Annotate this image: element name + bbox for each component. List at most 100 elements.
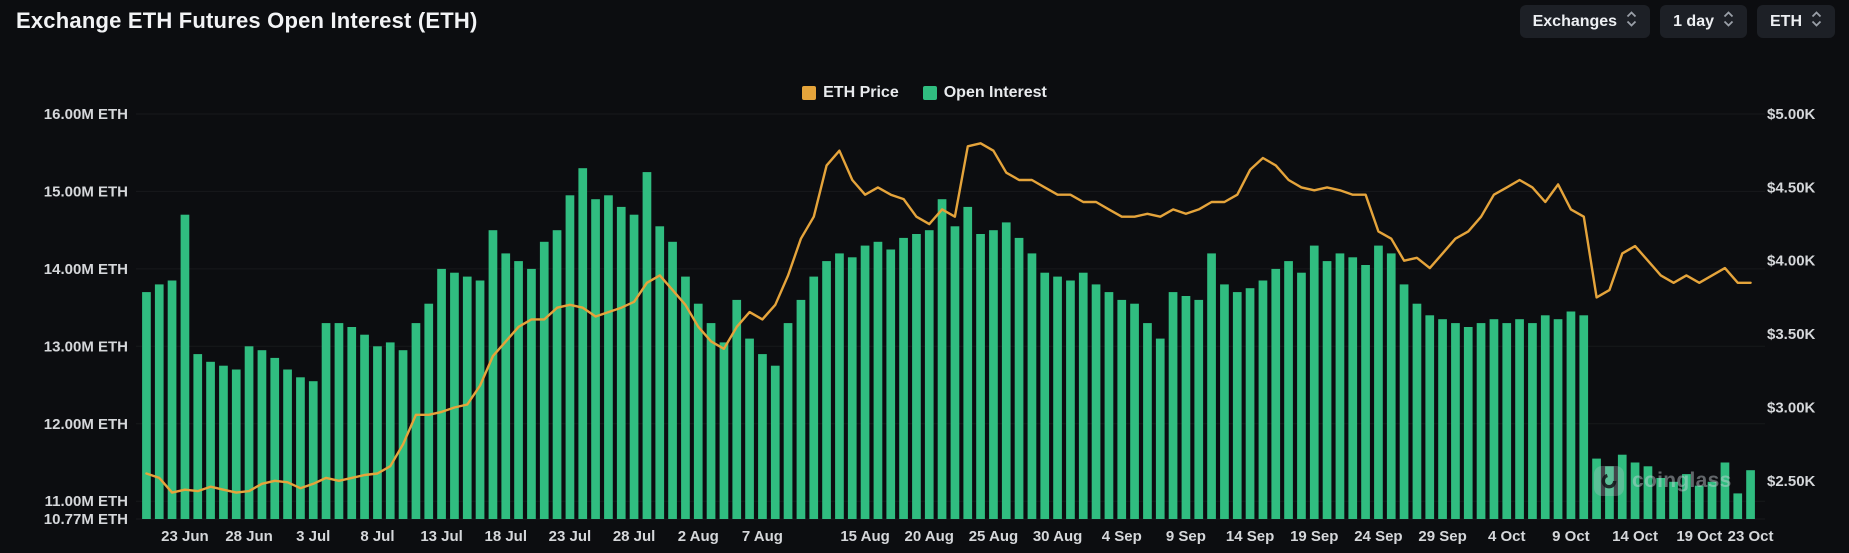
- oi-bar[interactable]: [475, 280, 485, 520]
- oi-bar[interactable]: [1746, 470, 1755, 519]
- oi-bar[interactable]: [1515, 319, 1524, 519]
- oi-bar[interactable]: [167, 280, 177, 520]
- oi-bar[interactable]: [1258, 280, 1268, 520]
- oi-bar[interactable]: [1117, 299, 1127, 519]
- oi-bar[interactable]: [1502, 323, 1512, 519]
- oi-bar[interactable]: [1322, 261, 1332, 519]
- oi-bar[interactable]: [1284, 261, 1293, 519]
- oi-bar[interactable]: [1463, 327, 1473, 519]
- oi-bar[interactable]: [719, 342, 729, 519]
- oi-bar[interactable]: [398, 350, 408, 519]
- oi-bar[interactable]: [796, 299, 806, 519]
- oi-bar[interactable]: [321, 323, 331, 519]
- oi-bar[interactable]: [745, 338, 754, 519]
- oi-bar[interactable]: [1386, 253, 1396, 519]
- oi-bar[interactable]: [1245, 288, 1255, 519]
- oi-bar[interactable]: [809, 276, 819, 519]
- oi-bar[interactable]: [565, 195, 575, 520]
- oi-bar[interactable]: [462, 276, 472, 519]
- oi-bar[interactable]: [296, 377, 305, 519]
- oi-bar[interactable]: [257, 350, 267, 519]
- oi-bar[interactable]: [1066, 280, 1075, 520]
- oi-bar[interactable]: [424, 303, 434, 519]
- oi-bar[interactable]: [1104, 292, 1114, 519]
- oi-bar[interactable]: [360, 334, 369, 519]
- oi-bar[interactable]: [1168, 292, 1178, 519]
- oi-bar[interactable]: [1181, 296, 1191, 519]
- oi-bar[interactable]: [758, 354, 767, 519]
- oi-bar[interactable]: [693, 303, 703, 519]
- oi-bar[interactable]: [706, 323, 716, 519]
- oi-bar[interactable]: [142, 292, 151, 519]
- legend-item-eth-price[interactable]: ETH Price: [802, 84, 899, 102]
- oi-bar[interactable]: [450, 272, 459, 519]
- exchanges-select[interactable]: Exchanges: [1519, 5, 1651, 38]
- oi-bar[interactable]: [950, 226, 960, 520]
- oi-bar[interactable]: [578, 168, 588, 519]
- oi-bar[interactable]: [1553, 319, 1563, 519]
- oi-bar[interactable]: [1540, 315, 1550, 519]
- oi-bar[interactable]: [1425, 315, 1435, 519]
- oi-bar[interactable]: [193, 354, 203, 519]
- oi-bar[interactable]: [373, 346, 382, 519]
- oi-bar[interactable]: [681, 276, 690, 519]
- oi-bar[interactable]: [847, 257, 857, 519]
- oi-bar[interactable]: [1361, 265, 1370, 519]
- oi-bar[interactable]: [822, 261, 831, 519]
- oi-bar[interactable]: [629, 214, 639, 519]
- oi-bar[interactable]: [1733, 493, 1743, 519]
- oi-bar[interactable]: [334, 323, 344, 519]
- oi-bar[interactable]: [552, 230, 562, 519]
- oi-bar[interactable]: [1001, 222, 1011, 519]
- oi-bar[interactable]: [1579, 315, 1589, 519]
- oi-bar[interactable]: [411, 323, 421, 519]
- oi-bar[interactable]: [783, 323, 793, 519]
- oi-bar[interactable]: [989, 230, 998, 519]
- oi-bar[interactable]: [1014, 237, 1024, 519]
- oi-bar[interactable]: [1720, 462, 1730, 520]
- oi-bar[interactable]: [1232, 292, 1242, 519]
- oi-bar[interactable]: [1053, 276, 1062, 519]
- oi-bar[interactable]: [1091, 284, 1101, 519]
- oi-bar[interactable]: [937, 199, 947, 519]
- oi-bar[interactable]: [1630, 462, 1640, 520]
- oi-bar[interactable]: [1682, 474, 1691, 519]
- oi-bar[interactable]: [912, 234, 921, 519]
- oi-bar[interactable]: [1297, 272, 1306, 519]
- oi-bar[interactable]: [899, 237, 908, 519]
- oi-bar[interactable]: [1476, 323, 1486, 519]
- oi-bar[interactable]: [1528, 323, 1537, 519]
- oi-bar[interactable]: [1348, 257, 1358, 519]
- oi-bar[interactable]: [1040, 272, 1050, 519]
- oi-bar[interactable]: [1194, 299, 1204, 519]
- oi-bar[interactable]: [1605, 466, 1614, 519]
- oi-bar[interactable]: [1143, 323, 1152, 519]
- oi-bar[interactable]: [270, 357, 280, 519]
- oi-bar[interactable]: [924, 230, 934, 519]
- oi-bar[interactable]: [488, 230, 498, 519]
- oi-bar[interactable]: [154, 284, 164, 519]
- oi-bar[interactable]: [1694, 485, 1704, 519]
- oi-bar[interactable]: [1451, 323, 1460, 519]
- oi-bar[interactable]: [770, 365, 780, 519]
- oi-bar[interactable]: [437, 268, 446, 519]
- oi-bar[interactable]: [886, 249, 896, 520]
- oi-bar[interactable]: [1617, 454, 1627, 519]
- oi-bar[interactable]: [616, 206, 626, 519]
- oi-bar[interactable]: [1707, 481, 1717, 519]
- oi-bar[interactable]: [1592, 458, 1601, 519]
- oi-bar[interactable]: [347, 327, 357, 519]
- oi-bar[interactable]: [1412, 303, 1422, 519]
- oi-bar[interactable]: [501, 253, 511, 519]
- legend-item-open-interest[interactable]: Open Interest: [922, 84, 1047, 102]
- oi-bar[interactable]: [231, 369, 241, 520]
- oi-bar[interactable]: [860, 245, 870, 519]
- oi-bar[interactable]: [1643, 466, 1653, 519]
- oi-bar[interactable]: [1656, 478, 1666, 519]
- oi-bar[interactable]: [219, 365, 228, 519]
- oi-bar[interactable]: [1399, 284, 1409, 519]
- oi-bar[interactable]: [1207, 253, 1216, 519]
- oi-bar[interactable]: [527, 268, 536, 519]
- oi-bar[interactable]: [1130, 303, 1139, 519]
